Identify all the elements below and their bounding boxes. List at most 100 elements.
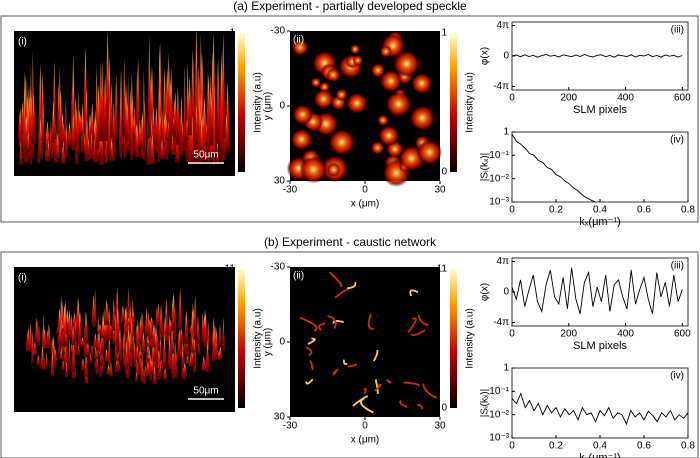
caustic [410, 329, 426, 337]
speckle [335, 88, 348, 101]
spike [190, 49, 196, 138]
y-tick-label: 0 [503, 51, 509, 62]
colorbar-tick-label: 1 [441, 28, 447, 39]
colorbar-tick-label: 0 [441, 403, 447, 414]
map-label: (ii) [293, 271, 304, 282]
spike [157, 302, 161, 325]
spike [46, 323, 52, 349]
spike [188, 112, 192, 165]
spike [162, 333, 167, 370]
y-tick-label: 10⁻³ [489, 433, 509, 444]
spike [67, 337, 71, 370]
x-tick-label: 30 [434, 185, 446, 196]
spike [176, 328, 182, 358]
spike [42, 328, 47, 349]
spike [89, 351, 92, 364]
spike [130, 315, 134, 353]
plot-label: (iv) [670, 371, 684, 382]
spike [107, 101, 111, 156]
spike [218, 52, 224, 159]
caustic [399, 399, 408, 408]
spike [104, 299, 110, 326]
image-label: (i) [18, 273, 27, 284]
spike [58, 89, 64, 148]
x-tick-label: 0.6 [637, 205, 651, 216]
spike [91, 294, 96, 325]
spike [89, 102, 95, 145]
spike [208, 135, 214, 158]
spike [202, 94, 207, 161]
spike [32, 340, 38, 355]
spike [100, 328, 105, 355]
y-tick-label: -30 [271, 26, 286, 37]
y-axis-label: |Sᵢ(kₓ)| [480, 153, 491, 181]
spike [197, 96, 202, 161]
y-axis-label: y (μm) [263, 328, 274, 357]
spike [104, 348, 109, 362]
spike [162, 317, 168, 342]
spike [181, 121, 184, 146]
y-tick-label: 10⁻² [489, 173, 509, 184]
spike [177, 288, 183, 329]
x-tick-label: 0.2 [549, 441, 563, 452]
spike [167, 334, 172, 370]
spike [212, 97, 216, 165]
spike [76, 340, 81, 355]
caustic [407, 317, 417, 333]
spike [106, 364, 111, 375]
caustic [318, 322, 326, 331]
spike [60, 140, 66, 164]
spike [137, 342, 143, 375]
spike [63, 342, 67, 366]
x-axis-label: kₓ(μm⁻¹) [579, 452, 620, 458]
image-label: (i) [18, 37, 27, 48]
colorbar [450, 33, 457, 172]
spike [139, 349, 144, 358]
spike [120, 304, 126, 323]
spike [203, 312, 208, 346]
colorbar-tick-label: 11 [225, 264, 236, 275]
spike [180, 352, 185, 365]
spike [117, 325, 123, 361]
caustic [309, 359, 314, 371]
y-tick-label: -30 [271, 262, 286, 273]
speckle [370, 141, 385, 155]
spike [104, 130, 109, 163]
spike [145, 361, 151, 376]
spike [174, 340, 178, 379]
caustic [328, 271, 343, 287]
spike [206, 69, 210, 159]
colorbar [450, 269, 457, 408]
spike [185, 356, 190, 365]
spike [96, 331, 102, 354]
spike [77, 310, 82, 347]
x-axis-label: x (μm) [351, 435, 380, 446]
spike [80, 358, 86, 371]
spike [112, 103, 116, 143]
speckle [370, 63, 386, 78]
caustic [386, 379, 392, 384]
spike [35, 354, 41, 365]
x-tick-label: 30 [434, 421, 446, 432]
x-tick-label: 0 [509, 329, 515, 340]
spike [89, 132, 94, 159]
spike [38, 118, 44, 158]
speckle [349, 44, 361, 55]
spike [69, 314, 74, 339]
x-axis-label: SLM pixels [573, 104, 627, 116]
speckle [378, 125, 400, 147]
x-tick-label: 0.8 [681, 441, 695, 452]
speckle [410, 72, 433, 95]
spike [135, 345, 140, 360]
y-axis-label: φ(x) [480, 47, 491, 65]
spike [135, 371, 138, 382]
x-tick-label: 200 [560, 329, 577, 340]
x-tick-label: 400 [617, 329, 634, 340]
spike [140, 355, 144, 383]
spike [194, 103, 199, 146]
spike [45, 351, 48, 369]
y-tick-label: 30 [274, 412, 286, 423]
x-tick-label: -30 [283, 185, 298, 196]
spike [94, 353, 100, 369]
